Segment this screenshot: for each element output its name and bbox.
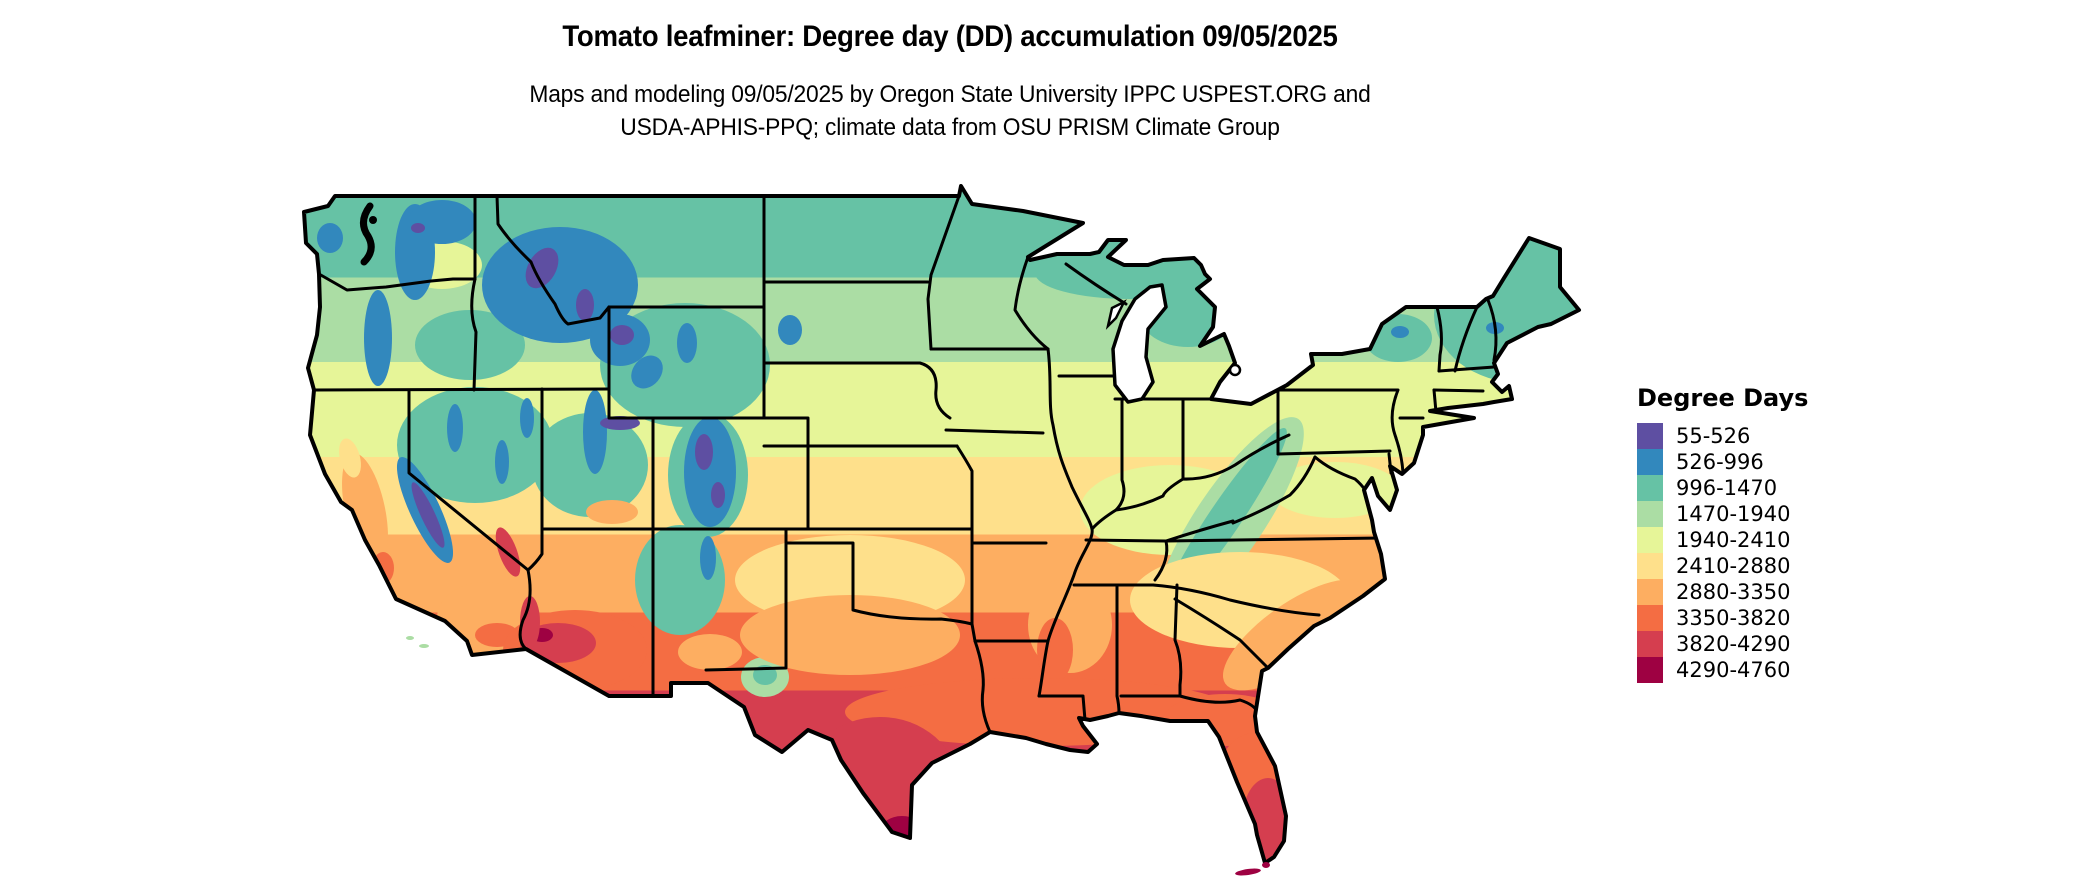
legend-label: 3820-4290 — [1676, 632, 1791, 656]
green-bay — [1105, 299, 1127, 330]
legend-swatch-icon — [1637, 553, 1663, 579]
legend-item: 526-996 — [1637, 449, 1808, 475]
legend-swatch-icon — [1637, 657, 1663, 683]
legend-label: 2410-2880 — [1676, 554, 1791, 578]
florida-keys — [1235, 862, 1270, 876]
us-degree-day-map — [302, 184, 1581, 876]
legend-item: 996-1470 — [1637, 475, 1808, 501]
puget-sound — [360, 202, 377, 266]
legend-swatch-icon — [1637, 605, 1663, 631]
legend-item: 2410-2880 — [1637, 553, 1808, 579]
legend-swatch-icon — [1637, 475, 1663, 501]
legend-label: 526-996 — [1676, 450, 1764, 474]
subtitle-line-1: Maps and modeling 09/05/2025 by Oregon S… — [529, 81, 1371, 108]
legend-label: 4290-4760 — [1676, 658, 1791, 682]
legend-swatch-icon — [1637, 527, 1663, 553]
state-borders — [312, 194, 1498, 734]
legend-swatch-icon — [1637, 631, 1663, 657]
legend-item: 1470-1940 — [1637, 501, 1808, 527]
legend-item: 3350-3820 — [1637, 605, 1808, 631]
legend-label: 3350-3820 — [1676, 606, 1791, 630]
page-subtitle: Maps and modeling 09/05/2025 by Oregon S… — [48, 78, 1853, 144]
legend-swatch-icon — [1637, 449, 1663, 475]
page-title: Tomato leafminer: Degree day (DD) accumu… — [562, 20, 1338, 53]
legend-label: 1940-2410 — [1676, 528, 1791, 552]
lake-michigan — [1111, 283, 1168, 404]
legend-label: 996-1470 — [1676, 476, 1778, 500]
legend-swatch-icon — [1637, 579, 1663, 605]
subtitle-line-2: USDA-APHIS-PPQ; climate data from OSU PR… — [620, 114, 1280, 141]
legend-label: 2880-3350 — [1676, 580, 1791, 604]
channel-islands — [406, 636, 429, 648]
legend-item: 4290-4760 — [1637, 657, 1808, 683]
legend-label: 1470-1940 — [1676, 502, 1791, 526]
legend-item: 1940-2410 — [1637, 527, 1808, 553]
legend-title: Degree Days — [1637, 384, 1809, 412]
legend-label: 55-526 — [1676, 424, 1751, 448]
legend: Degree Days 55-526 526-996 996-1470 1470… — [1637, 384, 1808, 683]
legend-swatch-icon — [1637, 501, 1663, 527]
map-container — [290, 180, 1610, 880]
lake-st-clair — [1228, 363, 1242, 377]
legend-item: 55-526 — [1637, 423, 1808, 449]
legend-item: 3820-4290 — [1637, 631, 1808, 657]
legend-swatch-icon — [1637, 423, 1663, 449]
legend-item: 2880-3350 — [1637, 579, 1808, 605]
us-outline — [302, 184, 1581, 865]
